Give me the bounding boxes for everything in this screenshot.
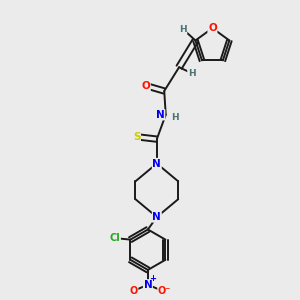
Text: S: S <box>133 132 140 142</box>
Text: N: N <box>143 280 152 290</box>
Text: O: O <box>130 286 138 296</box>
Text: H: H <box>179 25 187 34</box>
Text: O: O <box>208 23 217 33</box>
Text: Cl: Cl <box>110 233 120 243</box>
Text: +: + <box>149 274 156 283</box>
Text: N: N <box>156 110 165 120</box>
Text: O⁻: O⁻ <box>158 286 171 296</box>
Text: O: O <box>141 81 150 91</box>
Text: H: H <box>188 69 195 78</box>
Text: N: N <box>152 158 161 169</box>
Text: N: N <box>152 212 161 222</box>
Text: H: H <box>171 113 178 122</box>
